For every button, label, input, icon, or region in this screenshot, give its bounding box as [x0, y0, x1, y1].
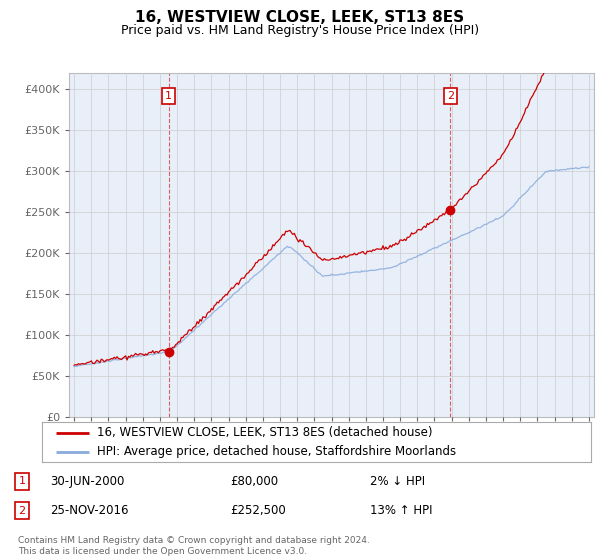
- Text: 2% ↓ HPI: 2% ↓ HPI: [370, 475, 425, 488]
- Text: Contains HM Land Registry data © Crown copyright and database right 2024.
This d: Contains HM Land Registry data © Crown c…: [18, 536, 370, 556]
- Text: £252,500: £252,500: [230, 504, 286, 517]
- Text: 1: 1: [165, 91, 172, 101]
- Text: 25-NOV-2016: 25-NOV-2016: [50, 504, 128, 517]
- Text: 30-JUN-2000: 30-JUN-2000: [50, 475, 124, 488]
- Text: 16, WESTVIEW CLOSE, LEEK, ST13 8ES: 16, WESTVIEW CLOSE, LEEK, ST13 8ES: [136, 10, 464, 25]
- Text: Price paid vs. HM Land Registry's House Price Index (HPI): Price paid vs. HM Land Registry's House …: [121, 24, 479, 36]
- Text: £80,000: £80,000: [230, 475, 278, 488]
- Text: 1: 1: [19, 477, 25, 486]
- Text: 2: 2: [446, 91, 454, 101]
- Text: 2: 2: [19, 506, 26, 516]
- Text: HPI: Average price, detached house, Staffordshire Moorlands: HPI: Average price, detached house, Staf…: [97, 445, 456, 459]
- Text: 13% ↑ HPI: 13% ↑ HPI: [370, 504, 433, 517]
- Text: 16, WESTVIEW CLOSE, LEEK, ST13 8ES (detached house): 16, WESTVIEW CLOSE, LEEK, ST13 8ES (deta…: [97, 427, 433, 440]
